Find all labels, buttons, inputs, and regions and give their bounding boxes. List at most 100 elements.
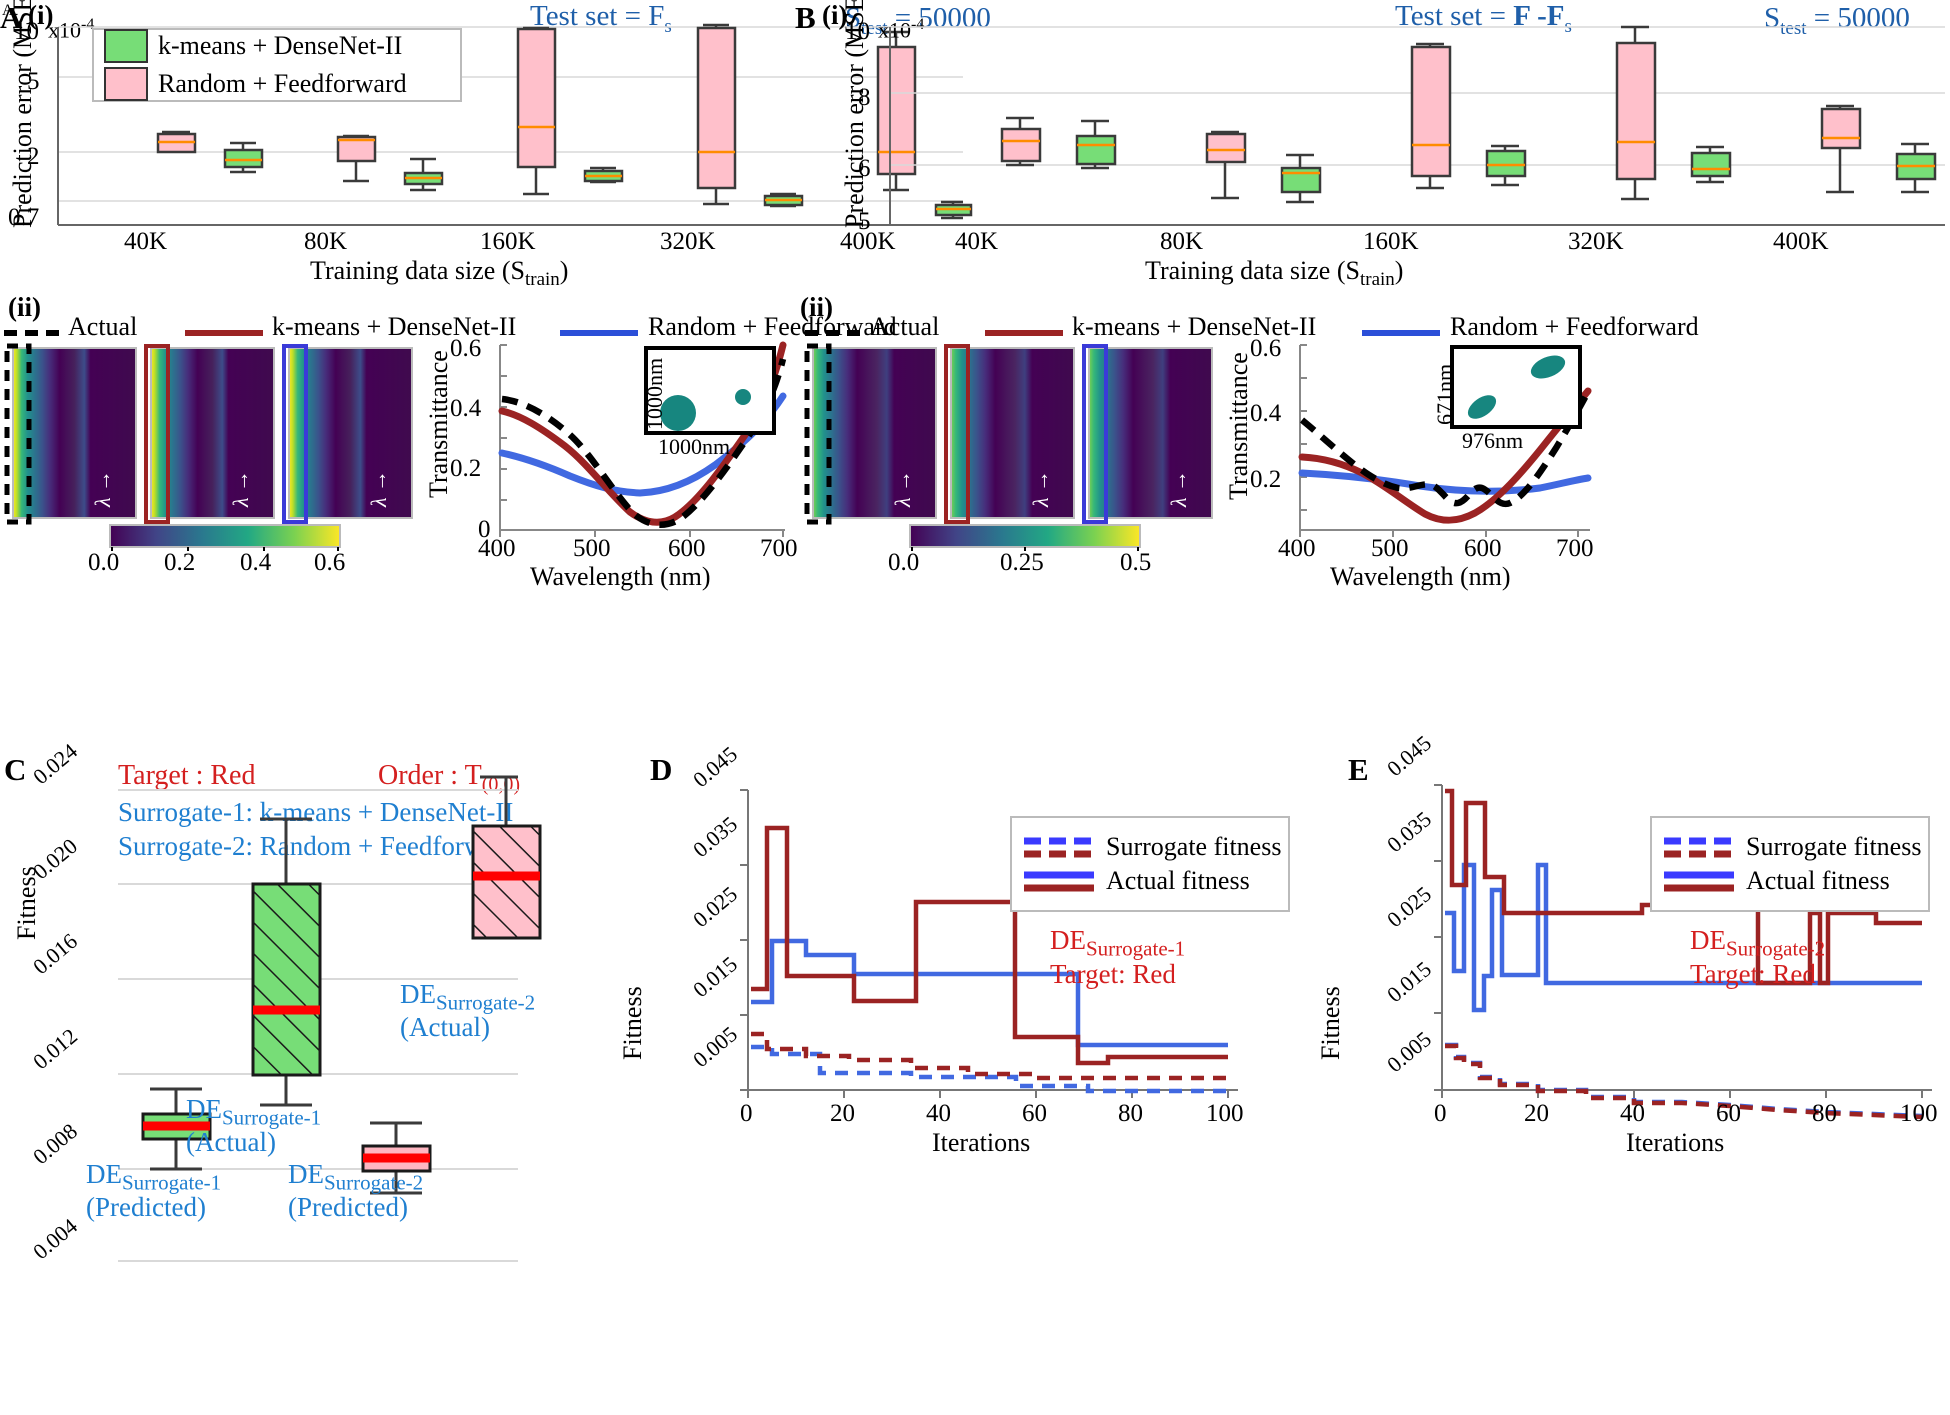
- annot-sub-2: Surrogate-1: [222, 1105, 322, 1130]
- panel-A-spec-xtick-2: 600: [668, 535, 706, 562]
- legend-item-kmeans: k-means + DenseNet-II: [94, 27, 460, 65]
- panel-D-xtick-4: 80: [1118, 1100, 1143, 1127]
- panel-B-exp: x10-4: [878, 16, 924, 43]
- annot-main-4: DE: [400, 979, 436, 1009]
- panel-B-spec-xtick-2: 600: [1464, 535, 1502, 562]
- panel-A-cb-tick-3: 0.6: [314, 549, 346, 576]
- panel-A-exp: x10-4: [48, 16, 94, 43]
- panel-A-legend: k-means + DenseNet-II Random + Feedforwa…: [92, 28, 462, 102]
- panel-B-colorbar: [909, 524, 1141, 551]
- panel-A-spectrum: [498, 341, 787, 537]
- panel-D-ytick-1: 0.035: [688, 811, 742, 863]
- panel-E-ytick-0: 0.045: [1382, 730, 1436, 782]
- legend-label-actual-E: Actual fitness: [1746, 866, 1890, 895]
- annot-main-3: DE: [288, 1159, 324, 1189]
- panel-D-label: D: [650, 752, 673, 787]
- svg-text:λ →: λ →: [366, 470, 391, 508]
- legend-label-surrogate-D: Surrogate fitness: [1106, 832, 1282, 861]
- panel-D-xtick-0: 0: [740, 1100, 753, 1127]
- panel-E-xtick-2: 40: [1620, 1100, 1645, 1127]
- panel-E-xlabel: Iterations: [1626, 1128, 1725, 1157]
- annot-main-2: DE: [186, 1094, 222, 1124]
- panel-B-xtick-4: 400K: [1773, 228, 1829, 255]
- panel-A-ytick-2: 2: [27, 143, 40, 170]
- panel-B-spec-xtick-3: 700: [1556, 535, 1594, 562]
- panel-A-xlabel-end: ): [559, 256, 569, 285]
- panel-C-annot-s2-predicted: DESurrogate-2 (Predicted): [288, 1160, 423, 1222]
- panel-C-ytick-3: 0.012: [28, 1023, 82, 1075]
- panel-B-spec-ytick-0: 0.6: [1250, 335, 1282, 362]
- panel-A-sub-i: (i): [28, 0, 54, 30]
- panel-B-stest: Stest = 50000: [1764, 2, 1910, 40]
- panel-D-xtick-3: 60: [1022, 1100, 1047, 1127]
- panel-E-note-line2: Target: Red: [1690, 959, 1816, 990]
- panel-E-legend: Surrogate fitness Actual fitness: [1650, 816, 1930, 912]
- annot-paren-4: (Actual): [400, 1012, 490, 1043]
- panel-B-xtick-1: 80K: [1160, 228, 1204, 255]
- panel-A-stest-s: S: [845, 2, 862, 34]
- legend-item-surrogate-D: Surrogate fitness: [1012, 830, 1288, 864]
- panel-B-ytick-0: 10: [845, 18, 870, 45]
- panel-D-plot: [740, 789, 1238, 1098]
- svg-text:λ →: λ →: [90, 470, 115, 508]
- legend-label-kmeans: k-means + DenseNet-II: [158, 31, 403, 60]
- panel-E-xtick-3: 60: [1716, 1100, 1741, 1127]
- panel-E-xtick-4: 80: [1812, 1100, 1837, 1127]
- svg-text:λ →: λ →: [228, 470, 253, 508]
- panel-E-note-main: DE: [1690, 925, 1726, 955]
- panel-B-ytick-3: 5: [858, 208, 871, 235]
- legend-solid-swatch-D: [1024, 871, 1094, 892]
- panel-E-note: DESurrogate-2 Target: Red: [1690, 925, 1826, 990]
- panel-B-ytick-2: 6: [858, 155, 871, 182]
- legend-swatch-pink: [104, 67, 148, 101]
- panel-D-note-line2: Target: Red: [1050, 959, 1176, 990]
- annot-main-1: DE: [86, 1159, 122, 1189]
- panel-A-cb-tick-1: 0.2: [164, 549, 196, 576]
- panel-A-cb-tick-2: 0.4: [240, 549, 272, 576]
- panel-B-stest-sub: test: [1780, 17, 1807, 39]
- panel-A-spec-xtick-3: 700: [760, 535, 798, 562]
- panel-A-xtick-1: 80K: [304, 228, 348, 255]
- panel-C-order-text: Order : T: [378, 760, 482, 791]
- panel-D-xtick-2: 40: [926, 1100, 951, 1127]
- panel-B-sub-i: (i): [822, 0, 848, 30]
- panel-A-spec-ytick-3: 0: [478, 516, 491, 543]
- panel-B-spec-xlabel: Wavelength (nm): [1330, 562, 1511, 591]
- panel-D-xlabel: Iterations: [932, 1128, 1031, 1157]
- panel-B-exp-sup: -4: [911, 16, 925, 33]
- panel-B-label: B: [795, 0, 816, 35]
- legend-label-actual-B: Actual: [870, 312, 940, 341]
- panel-B-xlabel-main: Training data size (S: [1145, 256, 1360, 285]
- panel-A-spec-ytick-1: 0.4: [450, 395, 482, 422]
- panel-A-exp-label: x10: [48, 17, 81, 43]
- panel-E-xtick-1: 20: [1524, 1100, 1549, 1127]
- panel-B-cb-tick-0: 0.0: [888, 549, 920, 576]
- panel-B-inset-ylabel: 671nm: [1432, 363, 1457, 425]
- panel-E-note-sub: Surrogate-2: [1726, 936, 1826, 961]
- panel-A-spec-xlabel: Wavelength (nm): [530, 562, 711, 591]
- panel-A-plot: [57, 23, 973, 226]
- panel-A-stest-sub: test: [861, 17, 888, 39]
- annot-paren-1: (Predicted): [86, 1192, 206, 1223]
- legend-item-random: Random + Feedforward: [94, 65, 460, 103]
- legend-solid-swatch-E: [1664, 871, 1734, 892]
- legend-line-actual-B: [805, 330, 863, 336]
- annot-paren-3: (Predicted): [288, 1192, 408, 1223]
- panel-A-xlabel-main: Training data size (S: [310, 256, 525, 285]
- legend-line-kmeans-A: [185, 330, 263, 336]
- svg-text:λ →: λ →: [1166, 470, 1191, 508]
- panel-A-xtick-2: 160K: [480, 228, 536, 255]
- panel-A-cb-tick-0: 0.0: [88, 549, 120, 576]
- panel-A-xtick-3: 320K: [660, 228, 716, 255]
- panel-C-ytick-5: 0.004: [28, 1213, 82, 1265]
- legend-line-kmeans-B: [985, 330, 1063, 336]
- panel-A-xlabel-sub: train: [524, 269, 560, 291]
- panel-C-label: C: [4, 752, 27, 787]
- panel-A-sub-ii: (ii): [8, 292, 41, 322]
- legend-label-surrogate-E: Surrogate fitness: [1746, 832, 1922, 861]
- legend-line-random-B: [1362, 330, 1440, 336]
- panel-E-ytick-1: 0.035: [1382, 806, 1436, 858]
- annot-sub-1: Surrogate-1: [122, 1170, 222, 1195]
- panel-B-xlabel: Training data size (Strain): [1145, 256, 1403, 291]
- panel-C-ytick-0: 0.024: [28, 738, 82, 790]
